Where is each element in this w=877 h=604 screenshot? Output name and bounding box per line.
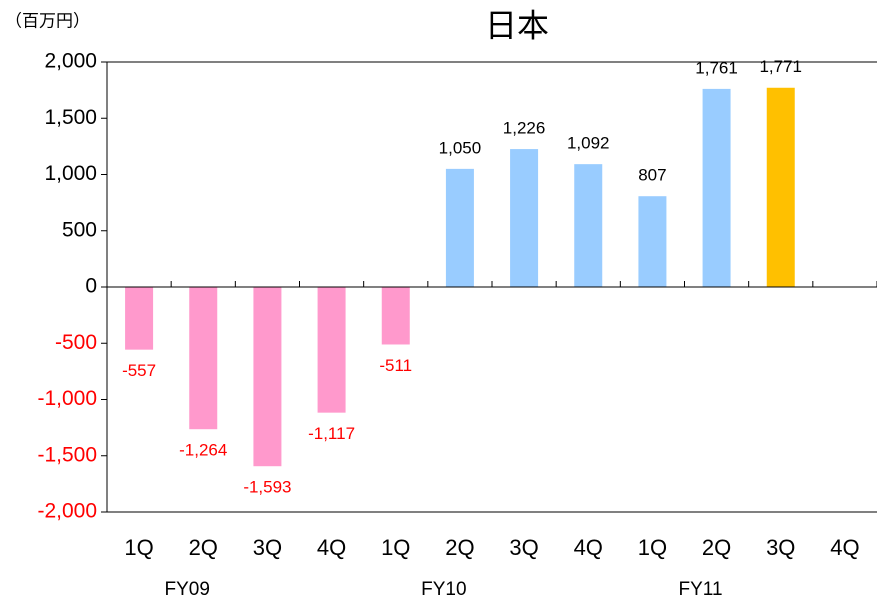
y-tick-label: -1,000: [37, 387, 97, 410]
y-tick-label: -2,000: [37, 500, 97, 523]
value-label: -1,117: [308, 424, 355, 443]
group-label: FY10: [421, 579, 466, 600]
x-tick-label: 3Q: [253, 535, 282, 560]
x-tick-label: 2Q: [702, 535, 731, 560]
bar: [125, 287, 154, 350]
x-tick-label: 2Q: [445, 535, 474, 560]
bar: [445, 168, 474, 287]
bar: [766, 87, 795, 287]
bar: [317, 287, 346, 413]
x-tick-label: 4Q: [574, 535, 603, 560]
bar: [381, 287, 410, 345]
bar: [189, 287, 218, 430]
value-label: -557: [122, 361, 156, 380]
value-label: 1,050: [439, 138, 482, 157]
value-label: 1,761: [695, 58, 738, 77]
y-tick-label: 1,500: [44, 106, 97, 129]
group-label: FY09: [164, 579, 209, 600]
y-tick-label: 500: [62, 218, 97, 241]
x-tick-label: 3Q: [766, 535, 795, 560]
unit-label: （百万円）: [5, 11, 90, 30]
bar: [510, 149, 539, 287]
bar: [253, 287, 282, 467]
chart-title: 日本: [485, 7, 549, 43]
value-label: -511: [379, 356, 412, 375]
x-tick-label: 3Q: [509, 535, 538, 560]
x-tick-label: 4Q: [317, 535, 346, 560]
bar: [638, 196, 667, 287]
y-tick-label: 0: [85, 275, 97, 298]
y-tick-label: 2,000: [44, 50, 97, 73]
x-tick-label: 4Q: [830, 535, 859, 560]
bar: [702, 88, 731, 287]
value-label: 1,092: [567, 134, 610, 153]
group-label: FY11: [679, 579, 723, 600]
y-tick-label: -1,500: [37, 443, 97, 466]
y-tick-label: 1,000: [44, 162, 97, 185]
x-tick-label: 1Q: [124, 535, 153, 560]
y-tick-label: -500: [55, 331, 97, 354]
value-label: 1,771: [759, 57, 802, 76]
value-label: -1,264: [179, 441, 227, 460]
x-tick-label: 2Q: [189, 535, 218, 560]
bar: [574, 164, 603, 287]
value-label: -1,593: [243, 478, 291, 497]
x-tick-label: 1Q: [638, 535, 667, 560]
value-label: 1,226: [503, 119, 546, 138]
x-tick-label: 1Q: [381, 535, 410, 560]
value-label: 807: [638, 166, 666, 185]
